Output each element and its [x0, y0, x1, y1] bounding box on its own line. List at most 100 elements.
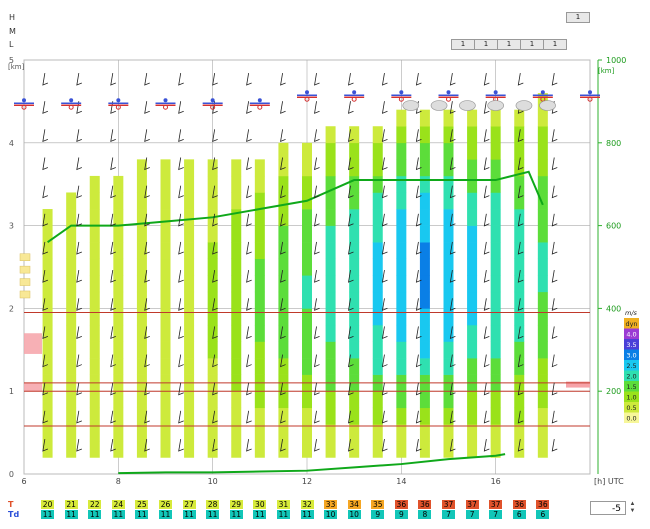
- wind-barb-icon: [483, 298, 490, 311]
- wind-barb-icon: [246, 72, 252, 86]
- wind-speed-cell: [372, 142, 383, 160]
- wind-barb-icon: [212, 185, 218, 199]
- wind-speed-cell: [467, 126, 478, 144]
- wind-barb-icon: [178, 213, 184, 227]
- wind-speed-cell: [349, 175, 360, 193]
- sky-symbol-icon: [352, 90, 357, 95]
- wind-speed-cell: [372, 440, 383, 458]
- wind-speed-cell: [325, 209, 336, 226]
- wind-barb-icon: [314, 157, 320, 171]
- wind-barb-icon: [280, 270, 286, 283]
- layer-box: [19, 253, 31, 261]
- wind-speed-cell: [490, 341, 501, 359]
- wind-barb-icon: [483, 438, 490, 452]
- wind-barb-icon: [76, 157, 82, 171]
- sky-symbol-icon: [210, 98, 215, 103]
- cloud-low-box: 1: [451, 39, 475, 50]
- x-tick-label: 12: [302, 477, 312, 486]
- wind-barb-icon: [449, 241, 456, 255]
- wind-speed-cell: [443, 341, 454, 359]
- wind-speed-cell: [113, 258, 124, 276]
- sky-symbol-icon: [540, 90, 545, 95]
- stable-layer-marker: [24, 382, 42, 392]
- wind-barb-icon: [110, 185, 116, 199]
- wind-barb-icon: [415, 185, 422, 199]
- wind-speed-cell: [349, 341, 360, 359]
- wind-speed-cell: [278, 258, 289, 276]
- wind-speed-cell: [490, 126, 501, 144]
- wind-speed-cell: [490, 258, 501, 276]
- wind-barb-icon: [314, 438, 320, 452]
- legend-swatch: [624, 391, 639, 402]
- wind-speed-cell: [349, 424, 360, 442]
- dewpoint-cell: 11: [206, 510, 220, 519]
- wind-speed-cell: [443, 424, 454, 442]
- wind-speed-cell: [372, 126, 383, 144]
- wind-barb-icon: [280, 101, 286, 114]
- wind-speed-cell: [136, 424, 147, 442]
- temperature-cell: 28: [206, 500, 220, 509]
- wind-speed-cell: [231, 424, 242, 442]
- wind-speed-cell: [302, 242, 312, 260]
- dewpoint-cell: 11: [135, 510, 149, 519]
- y-left-tick-label: 4: [9, 139, 14, 148]
- wind-barb-icon: [347, 410, 354, 424]
- offset-spin-input[interactable]: -5: [590, 501, 626, 515]
- wind-barb-icon: [212, 72, 218, 86]
- temperature-cell: 25: [135, 500, 149, 509]
- wind-barb-icon: [449, 354, 456, 368]
- wind-speed-cell: [490, 175, 501, 193]
- chevron-down-icon[interactable]: ▼: [629, 508, 636, 514]
- wind-barb-icon: [517, 241, 524, 255]
- wind-speed-cell: [537, 142, 548, 160]
- wind-speed-cell: [443, 175, 454, 193]
- wind-speed-cell: [372, 341, 383, 359]
- wind-speed-cell: [490, 391, 501, 409]
- wind-speed-cell: [302, 275, 312, 293]
- wind-speed-cell: [325, 391, 336, 409]
- wind-barb-icon: [483, 213, 490, 227]
- wind-speed-cell: [89, 407, 100, 425]
- wind-speed-cell: [278, 142, 289, 160]
- wind-speed-cell: [325, 440, 336, 458]
- wind-barb-icon: [415, 72, 422, 86]
- wind-barb-icon: [110, 129, 116, 142]
- wind-speed-cell: [66, 341, 77, 359]
- wind-barb-icon: [178, 298, 184, 311]
- wind-speed-cell: [278, 341, 289, 359]
- wind-speed-cell: [113, 209, 124, 226]
- wind-speed-cell: [514, 424, 525, 442]
- legend-swatch: [624, 318, 639, 329]
- surface-line: [118, 453, 506, 475]
- wind-barb-icon: [483, 241, 490, 255]
- wind-speed-cell: [231, 275, 242, 293]
- wind-speed-cell: [325, 291, 336, 309]
- wind-speed-cell: [89, 324, 100, 342]
- wind-barb-icon: [144, 129, 150, 142]
- wind-barb-icon: [76, 382, 82, 396]
- wind-speed-cell: [89, 175, 100, 193]
- legend-label: 4.0: [626, 331, 636, 339]
- wind-barb-icon: [76, 438, 82, 452]
- wind-barb-icon: [110, 157, 116, 171]
- wind-speed-cell: [349, 358, 360, 375]
- wind-barb-icon: [42, 326, 49, 340]
- legend-swatch: [624, 412, 639, 423]
- wind-speed-cell: [160, 225, 171, 243]
- legend-swatch: [624, 328, 639, 339]
- legend-label: dyn: [625, 320, 637, 328]
- wind-speed-cell: [396, 440, 407, 458]
- legend-label: 3.0: [626, 352, 636, 360]
- wind-barb-icon: [42, 270, 49, 283]
- wind-barb-icon: [280, 129, 286, 142]
- chevron-up-icon[interactable]: ▲: [629, 501, 636, 507]
- wind-speed-cell: [537, 391, 548, 409]
- legend-swatch: [624, 402, 639, 413]
- wind-barb-icon: [246, 326, 252, 340]
- wind-barb-icon: [144, 213, 150, 227]
- wind-speed-cell: [372, 324, 383, 342]
- wind-barb-icon: [551, 185, 558, 199]
- pbl-height-line: [47, 170, 544, 243]
- wind-speed-cell: [443, 126, 454, 144]
- wind-speed-cell: [136, 225, 147, 243]
